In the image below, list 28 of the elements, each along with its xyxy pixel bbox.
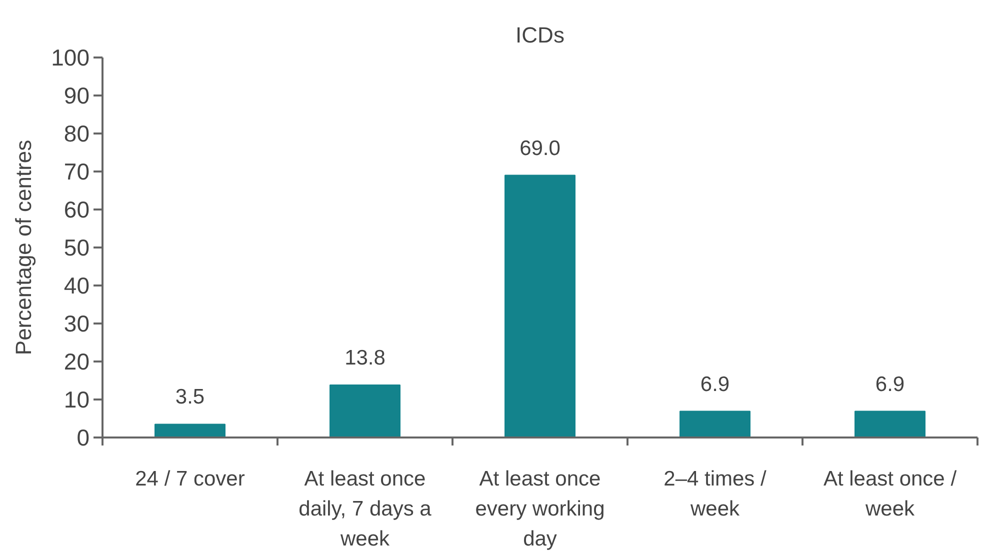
y-tick-label: 40 [64, 272, 90, 298]
x-tick-label: 2–4 times / week [664, 468, 767, 520]
data-label: 6.9 [700, 372, 730, 396]
y-tick-label: 30 [64, 310, 90, 336]
data-label: 6.9 [875, 372, 905, 396]
x-tick-label: At least once daily, 7 days a week [298, 468, 432, 550]
y-tick-label: 60 [64, 196, 90, 222]
bar [680, 410, 750, 438]
y-tick-label: 50 [64, 234, 90, 260]
data-label: 69.0 [520, 136, 560, 160]
bar [330, 384, 400, 438]
bar [154, 424, 226, 438]
x-tick-label: At least once every working day [475, 468, 605, 550]
x-tick-label: At least once / week [823, 468, 957, 520]
data-label: 3.5 [175, 386, 205, 409]
y-tick-label: 20 [64, 348, 90, 374]
y-tick-label: 80 [64, 120, 90, 146]
data-label: 13.8 [344, 346, 386, 370]
bar [504, 174, 576, 438]
bar [854, 410, 926, 438]
y-axis-title: Percentage of centres [11, 140, 36, 356]
chart-title: ICDs [516, 22, 564, 48]
y-tick-label: 0 [76, 424, 90, 450]
y-tick-label: 70 [64, 158, 90, 184]
y-tick-label: 90 [64, 82, 90, 108]
x-tick-label: 24 / 7 cover [135, 468, 245, 490]
y-tick-label: 100 [51, 44, 90, 70]
y-tick-label: 10 [64, 386, 90, 412]
